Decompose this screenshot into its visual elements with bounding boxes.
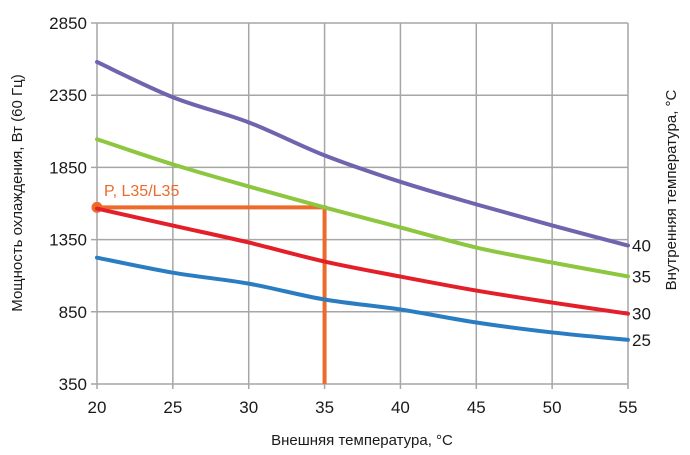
y-tick-label: 850	[59, 303, 87, 322]
x-tick-label: 35	[315, 398, 334, 417]
y-axis-ticks: 350 850 1350 1850 2350 2850	[49, 14, 87, 394]
y2-axis-title: Внутренняя температура, °C	[663, 89, 680, 290]
series-lines	[95, 59, 630, 342]
y-tick-label: 2350	[49, 86, 87, 105]
y-tick-label: 1350	[49, 231, 87, 250]
x-tick-label: 55	[619, 398, 638, 417]
series-end-label-35: 35	[632, 267, 651, 286]
series-end-labels: 40 35 30 25	[632, 237, 651, 350]
x-axis-ticks: 20 25 30 35 40 45 50 55	[88, 398, 638, 417]
y-axis-title: Мощность охлаждения, Вт (60 Гц)	[9, 74, 26, 311]
x-tick-label: 25	[163, 398, 182, 417]
x-tick-label: 20	[88, 398, 107, 417]
annotation-label: P, L35/L35	[104, 183, 179, 200]
series-line-25	[95, 255, 630, 342]
y-tick-label: 350	[59, 375, 87, 394]
series-line-30	[95, 206, 630, 316]
series-end-label-25: 25	[632, 331, 651, 350]
y-tick-label: 1850	[49, 158, 87, 177]
y-tick-label: 2850	[49, 14, 87, 33]
series-end-label-40: 40	[632, 237, 651, 256]
series-line-40	[95, 59, 630, 248]
series-end-label-30: 30	[632, 305, 651, 324]
series-line-35	[95, 137, 630, 279]
x-axis-title: Внешняя температура, °C	[271, 432, 453, 449]
x-tick-label: 45	[467, 398, 486, 417]
x-tick-label: 40	[391, 398, 410, 417]
x-tick-label: 50	[543, 398, 562, 417]
grid	[91, 22, 629, 389]
x-tick-label: 30	[239, 398, 258, 417]
